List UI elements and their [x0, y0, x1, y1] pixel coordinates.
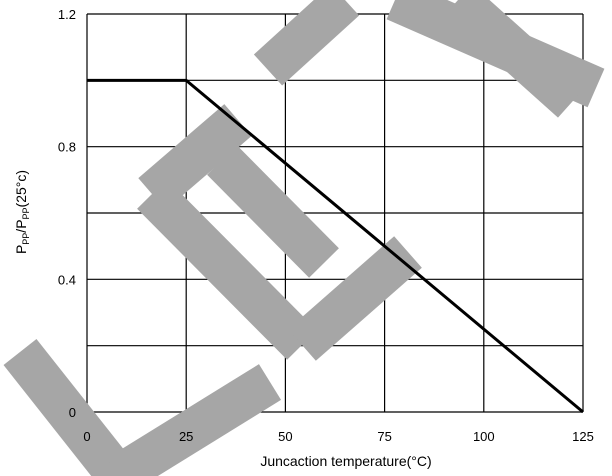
x-tick-label: 0 — [83, 429, 90, 444]
y-tick-label: 1.2 — [58, 7, 76, 22]
x-tick-label: 125 — [572, 429, 594, 444]
tick-labels: 0 25 50 75 100 125 0 0.4 0.8 1.2 — [58, 7, 594, 444]
y-tick-label: 0.8 — [58, 140, 76, 155]
watermark-stroke — [253, 0, 360, 86]
derating-curve — [87, 78, 584, 414]
y-tick-label: 0 — [69, 405, 76, 420]
watermark-stroke — [138, 104, 252, 210]
y-tick-label: 0.4 — [58, 272, 76, 287]
watermark-stroke — [106, 364, 282, 476]
x-axis-title: Juncaction temperature(°C) — [260, 453, 431, 469]
y-axis-title-p1: P — [13, 245, 29, 254]
y-axis-title: PPP/PPP(25°c) — [13, 170, 31, 254]
y-axis-title-slash: /P — [13, 219, 29, 232]
watermark-stroke — [443, 0, 587, 118]
series-layer — [87, 78, 584, 414]
x-tick-label: 25 — [179, 429, 193, 444]
x-tick-label: 50 — [278, 429, 292, 444]
x-tick-label: 75 — [377, 429, 391, 444]
x-tick-label: 100 — [473, 429, 495, 444]
y-axis-title-sub1: PP — [21, 233, 31, 245]
y-axis-title-sub2: PP — [21, 207, 31, 219]
watermark-stroke — [207, 145, 339, 278]
watermark — [3, 0, 605, 476]
watermark-stroke — [137, 179, 317, 360]
watermark-stroke — [3, 338, 135, 476]
y-axis-title-rest: (25°c) — [13, 170, 29, 208]
watermark-stroke — [288, 236, 422, 361]
